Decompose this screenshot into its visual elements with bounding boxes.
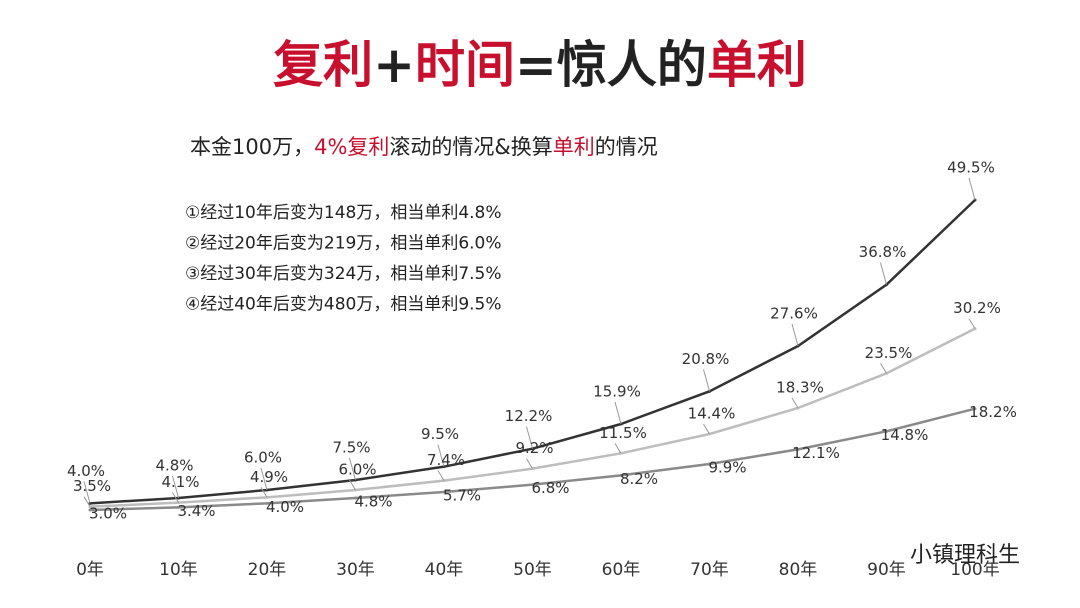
value-label: 9.9% <box>708 459 746 477</box>
leader <box>172 492 179 503</box>
leader <box>526 458 533 469</box>
x-tick-label: 70年 <box>690 560 729 580</box>
text-part: 单利 <box>707 36 807 94</box>
x-tick-label: 60年 <box>602 560 641 580</box>
leader <box>83 496 91 507</box>
value-label: 4.1% <box>161 473 199 491</box>
value-label: 20.8% <box>682 350 730 368</box>
text-part: 4%复利 <box>314 135 389 159</box>
leader <box>260 467 268 491</box>
value-label: 5.7% <box>443 487 481 505</box>
point <box>531 483 534 487</box>
note: ②经过20年后变为219万，相当单利6.0% <box>185 234 502 254</box>
value-label: 18.3% <box>776 379 824 397</box>
value-label: 12.1% <box>792 444 840 462</box>
x-tick-label: 10年 <box>159 560 198 580</box>
leader <box>968 177 976 201</box>
leader <box>83 481 91 504</box>
value-label: 23.5% <box>865 344 913 362</box>
value-label: 15.9% <box>593 383 641 401</box>
point <box>885 429 888 433</box>
text-part: 本金100万， <box>190 135 314 159</box>
note: ④经过40年后变为480万，相当单利9.5% <box>185 295 502 315</box>
value-label: 3.4% <box>177 502 215 520</box>
value-label: 7.4% <box>427 451 465 469</box>
value-label: 3.5% <box>73 477 111 495</box>
value-label: 3.0% <box>89 505 127 523</box>
value-label: 14.4% <box>688 405 736 423</box>
leader <box>349 457 356 481</box>
leader <box>791 323 799 347</box>
value-label: 6.0% <box>244 449 282 467</box>
text-part: 时间 <box>415 36 515 94</box>
x-tick-label: 80年 <box>779 560 818 580</box>
leader <box>968 318 976 329</box>
x-tick-label: 0年 <box>76 560 104 580</box>
value-label: 4.8% <box>155 457 193 475</box>
value-label: 14.8% <box>881 426 929 444</box>
value-label: 4.9% <box>250 468 288 486</box>
leader <box>703 423 710 435</box>
value-label: 12.2% <box>505 407 553 425</box>
value-label: 9.2% <box>515 439 553 457</box>
text-part: 复利 <box>273 36 373 94</box>
text-part: 单利 <box>553 135 595 159</box>
notes: ①经过10年后变为148万，相当单利4.8% ②经过20年后变为219万，相当单利… <box>185 203 502 315</box>
value-label: 6.0% <box>338 461 376 479</box>
text-part: =惊人的 <box>515 36 707 94</box>
value-label: 36.8% <box>859 243 907 261</box>
value-label: 7.5% <box>332 439 370 457</box>
point <box>354 496 357 500</box>
note: ①经过10年后变为148万，相当单利4.8% <box>185 203 502 223</box>
leader <box>703 369 710 392</box>
text-part: 的情况 <box>595 135 658 159</box>
value-label: 30.2% <box>953 299 1001 317</box>
point <box>708 462 711 466</box>
value-label: 4.0% <box>67 462 105 480</box>
text-part: 滚动的情况&换算 <box>389 135 552 159</box>
value-label: 6.8% <box>531 479 569 497</box>
x-tick-label: 40年 <box>425 560 464 580</box>
watermark: 小镇理科生 <box>910 543 1020 568</box>
leader <box>349 479 356 491</box>
x-tick-label: 20年 <box>248 560 287 580</box>
point <box>619 473 623 477</box>
chart-title: 复利+时间=惊人的单利 <box>273 36 807 94</box>
note: ③经过30年后变为324万，相当单利7.5% <box>185 264 502 284</box>
point <box>88 508 92 512</box>
leader <box>880 262 887 285</box>
value-label: 4.0% <box>266 498 304 516</box>
leader <box>526 426 533 449</box>
point <box>442 490 446 494</box>
value-label: 11.5% <box>599 424 647 442</box>
leader <box>791 397 799 409</box>
leader <box>437 444 445 467</box>
point <box>796 447 800 451</box>
point <box>177 505 180 509</box>
value-label: 8.2% <box>620 470 658 488</box>
value-label: 49.5% <box>947 159 995 177</box>
value-label: 4.8% <box>354 493 392 511</box>
chart-subtitle: 本金100万，4%复利滚动的情况&换算单利的情况 <box>190 135 658 159</box>
text-part: + <box>373 36 415 94</box>
leader <box>614 401 622 425</box>
leader <box>172 475 179 499</box>
x-tick-label: 50年 <box>513 560 552 580</box>
leader <box>880 363 887 374</box>
value-label: 18.2% <box>969 403 1017 421</box>
value-label: 27.6% <box>770 305 818 323</box>
x-tick-label: 90年 <box>867 560 906 580</box>
point <box>973 407 977 411</box>
leader <box>614 443 622 454</box>
leader <box>260 487 268 498</box>
x-tick-label: 30年 <box>336 560 375 580</box>
point <box>265 501 269 505</box>
x-tick-label: 100年 <box>950 560 999 580</box>
value-label: 9.5% <box>421 425 459 443</box>
leader <box>437 470 445 481</box>
